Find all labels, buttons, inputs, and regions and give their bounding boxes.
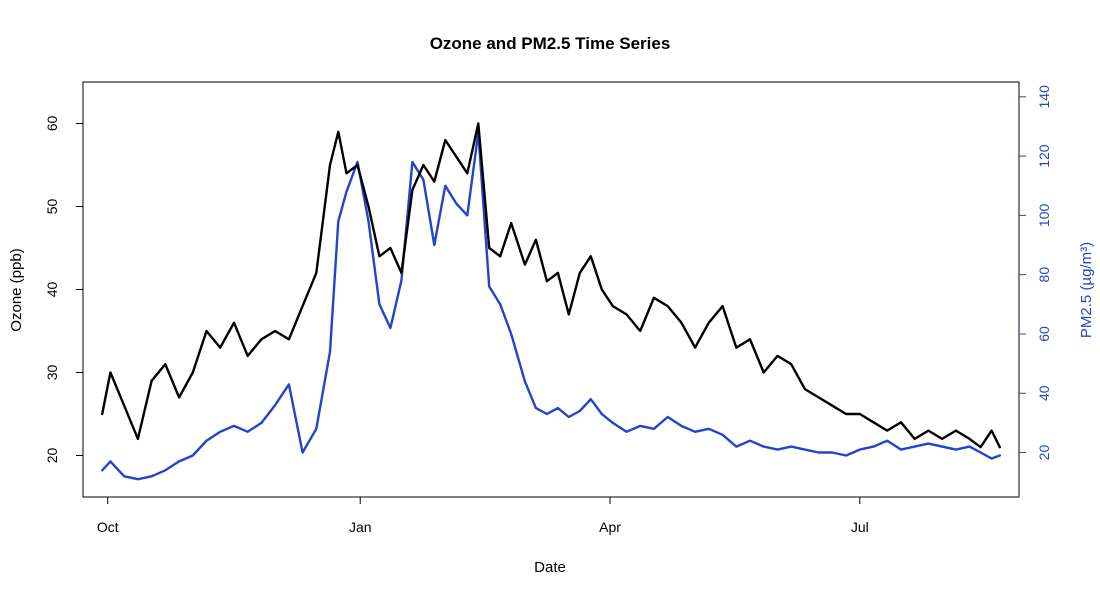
y-axis-ozone: 20 30 40 50 60 xyxy=(44,116,83,464)
x-tick-label: Apr xyxy=(599,519,621,535)
x-tick-label: Jan xyxy=(349,519,372,535)
series-line-ozone xyxy=(101,122,1001,449)
y2-tick-label: 60 xyxy=(1036,326,1052,342)
plot-frame xyxy=(82,81,1020,498)
y2-tick-label: 100 xyxy=(1036,204,1052,228)
series-line-pm25 xyxy=(101,131,1001,481)
x-axis-label: Date xyxy=(534,559,566,576)
series-layer xyxy=(101,122,1001,481)
y-axis-pm25: 20 40 60 80 100 120 140 xyxy=(1019,85,1052,460)
x-axis: Oct Jan Apr Jul xyxy=(97,496,869,535)
y2-tick-label: 80 xyxy=(1036,267,1052,283)
y2-axis-label: PM2.5 (µg/m³) xyxy=(1078,242,1095,338)
y-tick-label: 30 xyxy=(44,365,60,381)
x-tick-label: Jul xyxy=(851,519,869,535)
y-tick-label: 20 xyxy=(44,448,60,464)
y-tick-label: 40 xyxy=(44,282,60,298)
y-tick-label: 60 xyxy=(44,116,60,132)
x-tick-label: Oct xyxy=(97,519,119,535)
y2-tick-label: 40 xyxy=(1036,385,1052,401)
y-tick-label: 50 xyxy=(44,199,60,215)
chart-title: Ozone and PM2.5 Time Series xyxy=(430,34,671,53)
y2-tick-label: 20 xyxy=(1036,445,1052,461)
y2-tick-label: 120 xyxy=(1036,144,1052,168)
y-axis-label: Ozone (ppb) xyxy=(8,248,25,331)
y2-tick-label: 140 xyxy=(1036,85,1052,109)
